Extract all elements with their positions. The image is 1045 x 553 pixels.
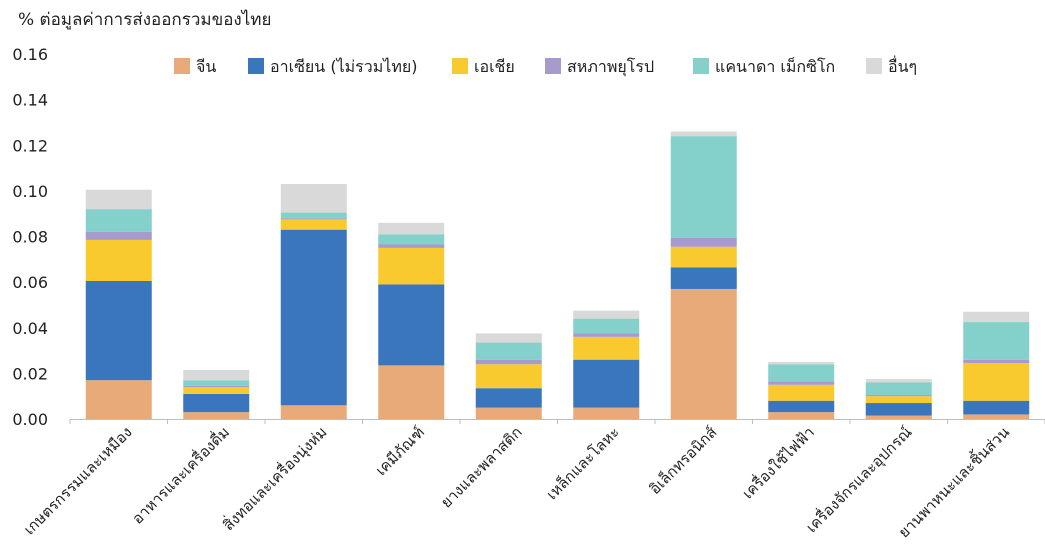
bar-segment [280,405,347,419]
bar-segment [475,388,542,408]
x-tick-label: อาหารและเครื่องดื่ม [127,422,233,528]
bar-segment [85,231,152,240]
bar-segment [475,342,542,360]
bar-segment [963,363,1030,401]
bar-segment [280,229,347,406]
y-tick-label: 0.12 [12,136,48,155]
bar-segment [475,364,542,389]
bar-segment [963,414,1030,419]
bar-segment [378,222,445,235]
bar-segment [963,322,1030,360]
bar-segment [573,310,640,319]
y-axis: 0.00 0.02 0.04 0.06 0.08 0.10 0.12 0.14 0.16 [12,45,48,429]
y-tick-label: 0.00 [12,410,48,429]
legend-label: จีน [196,57,216,76]
y-tick-label: 0.06 [12,273,48,292]
bar-segment [865,382,932,396]
bar-segment [768,384,835,401]
bar-segment [183,393,250,413]
x-tick-label: อิเล็กทรอนิกส์ [645,422,721,498]
legend-label: สหภาพยุโรป [567,57,654,77]
bar-segment [573,318,640,334]
legend-swatch [866,58,882,74]
bar-segment [378,244,445,248]
x-tick-label: ยางและพลาสติก [437,423,525,511]
y-axis-title: % ต่อมูลค่าการส่งออกรวมของไทย [18,10,272,30]
y-tick-label: 0.16 [12,45,48,64]
x-tick-label: เคมีภัณฑ์ [372,423,428,479]
legend-label: เอเชีย [474,57,515,76]
bar-segment [768,364,835,382]
bar-segment [378,234,445,245]
bar-segment [183,385,250,388]
legend-swatch [545,58,561,74]
bar-segment [573,333,640,337]
bar-segment [963,359,1030,364]
legend-label: อื่นๆ [888,55,917,76]
bar-segment [768,381,835,385]
x-tick-label: เครื่องใช้ไฟฟ้า [737,422,818,503]
bar-segment [475,407,542,419]
legend: จีน อาเซียน (ไม่รวมไทย) เอเชีย สหภาพยุโรป แค… [174,55,917,77]
bar-segment [670,136,737,238]
x-tick-label: เกษตรกรรมและเหมือง [20,423,135,538]
bar-segment [475,359,542,365]
bar-segment [378,365,445,419]
legend-label: อาเซียน (ไม่รวมไทย) [270,57,418,76]
bar-segment [183,369,250,381]
legend-label: แคนาดา เม็กซิโก [715,56,835,76]
bar-segment [85,280,152,381]
bar-segment [670,237,737,247]
x-tick-label: สิ่งทอและเครื่องนุ่งห่ม [218,422,331,535]
bars [85,131,1030,419]
bar-segment [963,311,1030,323]
bar-segment [85,380,152,419]
y-tick-label: 0.02 [12,364,48,383]
x-tick-label: เครื่องจักรและอุปกรณ์ [801,422,916,537]
bar-segment [670,246,737,268]
bar-segment [280,219,347,230]
bar-segment [670,288,737,419]
y-tick-label: 0.10 [12,182,48,201]
bar-segment [573,359,640,408]
bar-segment [865,403,932,416]
bar-segment [183,412,250,419]
x-tick-label: เหล็กและโลหะ [542,422,623,503]
bar-segment [768,400,835,413]
bar-segment [573,407,640,419]
y-tick-label: 0.08 [12,228,48,247]
bar-segment [768,361,835,365]
bar-segment [865,396,932,404]
bar-segment [865,379,932,383]
bar-segment [573,336,640,360]
bar-segment [85,239,152,281]
bar-segment [183,380,250,386]
bar-segment [963,400,1030,415]
bar-segment [475,333,542,343]
bar-segment [85,189,152,210]
legend-swatch [693,58,709,74]
bar-segment [865,415,932,419]
bar-segment [670,131,737,137]
bar-segment [670,267,737,289]
y-tick-label: 0.14 [12,91,48,110]
bar-segment [378,247,445,285]
legend-swatch [452,58,468,74]
x-axis: เกษตรกรรมและเหมืองอาหารและเครื่องดื่มสิ่… [20,419,1045,541]
bar-segment [768,412,835,419]
bar-segment [280,184,347,213]
legend-swatch [248,58,264,74]
bar-segment [378,284,445,366]
bar-segment [183,387,250,394]
bar-segment [280,212,347,219]
bar-segment [280,218,347,220]
legend-swatch [174,58,190,74]
bar-segment [865,395,932,397]
y-tick-label: 0.04 [12,319,48,338]
bar-segment [85,209,152,232]
